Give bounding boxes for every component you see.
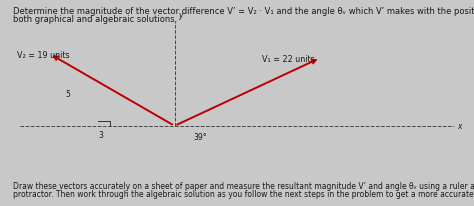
Text: 39°: 39° [193,133,207,142]
Text: x: x [457,122,461,131]
Text: 5: 5 [66,89,71,98]
Text: V₂ = 19 units: V₂ = 19 units [17,51,70,60]
Text: Draw these vectors accurately on a sheet of paper and measure the resultant magn: Draw these vectors accurately on a sheet… [13,181,474,190]
Text: Determine the magnitude of the vector difference V’ = V₂ · V₁ and the angle θᵥ w: Determine the magnitude of the vector di… [13,7,474,16]
Text: both graphical and algebraic solutions.: both graphical and algebraic solutions. [13,15,177,24]
Text: 3: 3 [98,131,103,140]
Text: y: y [178,11,183,20]
Text: protractor. Then work through the algebraic solution as you follow the next step: protractor. Then work through the algebr… [13,189,474,198]
Text: V₁ = 22 units: V₁ = 22 units [263,55,315,64]
